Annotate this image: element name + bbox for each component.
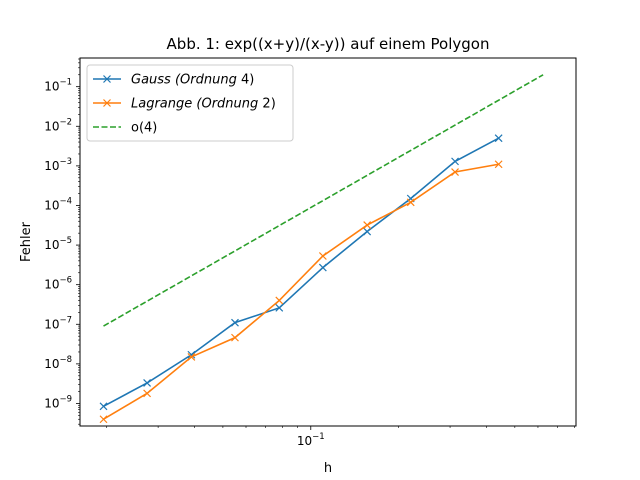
data-point (363, 221, 372, 230)
axes-frame (79, 57, 577, 427)
x-tick-label: 10−1 (297, 432, 325, 448)
y-tick-label: 10−2 (44, 117, 72, 133)
legend-entry-1: Lagrange (Ordnung 2) (93, 97, 276, 112)
data-point (143, 389, 152, 398)
y-tick-label: 10−8 (44, 355, 72, 371)
legend-label: o(4) (131, 121, 157, 136)
data-point (363, 227, 372, 236)
legend-label: Gauss (Ordnung 4) (131, 73, 254, 88)
data-point (231, 333, 239, 342)
y-axis-label: Fehler (19, 221, 34, 262)
y-tick-label: 10−9 (44, 394, 72, 410)
series-line (103, 137, 500, 407)
chart-title: Abb. 1: exp((x+y)/(x-y)) auf einem Polyg… (167, 35, 490, 53)
data-point (275, 296, 284, 305)
series-2 (103, 74, 544, 327)
data-point (99, 415, 108, 424)
legend-entry-2: o(4) (93, 121, 157, 136)
data-point (494, 134, 503, 143)
data-point (451, 168, 459, 176)
series-0 (99, 134, 503, 411)
series-line (103, 163, 499, 420)
data-point (99, 402, 108, 411)
y-tick-label: 10−6 (44, 276, 72, 292)
legend-label: Lagrange (Ordnung 2) (131, 97, 276, 112)
axes-border (79, 57, 577, 427)
y-tick-label: 10−1 (44, 78, 72, 94)
series-1 (99, 160, 503, 424)
ticks: 10−9 10−8 10−7 10−6 10−5 10−4 10−3 10−2 10−1 10−1 (44, 58, 575, 448)
series-line (103, 74, 544, 327)
y-tick-label: 10−5 (44, 236, 72, 252)
data-point (143, 379, 152, 387)
legend: Gauss (Ordnung 4) Lagrange (Ordnung 2) o(4… (86, 64, 294, 142)
data-point (318, 252, 327, 260)
y-tick-label: 10−7 (44, 315, 72, 331)
data-point (406, 198, 415, 207)
data-point (494, 160, 503, 169)
data-point (275, 303, 284, 312)
y-tick-label: 10−4 (44, 196, 72, 212)
data-point (451, 157, 459, 166)
data-point (187, 352, 196, 361)
y-tick-label: 10−3 (44, 157, 72, 173)
legend-box (86, 64, 294, 142)
data-point (187, 350, 196, 359)
x-axis-label: h (324, 461, 332, 476)
series-group (99, 74, 544, 424)
legend-entry-0: Gauss (Ordnung 4) (93, 73, 254, 88)
data-point (318, 263, 327, 272)
data-point (231, 318, 239, 327)
